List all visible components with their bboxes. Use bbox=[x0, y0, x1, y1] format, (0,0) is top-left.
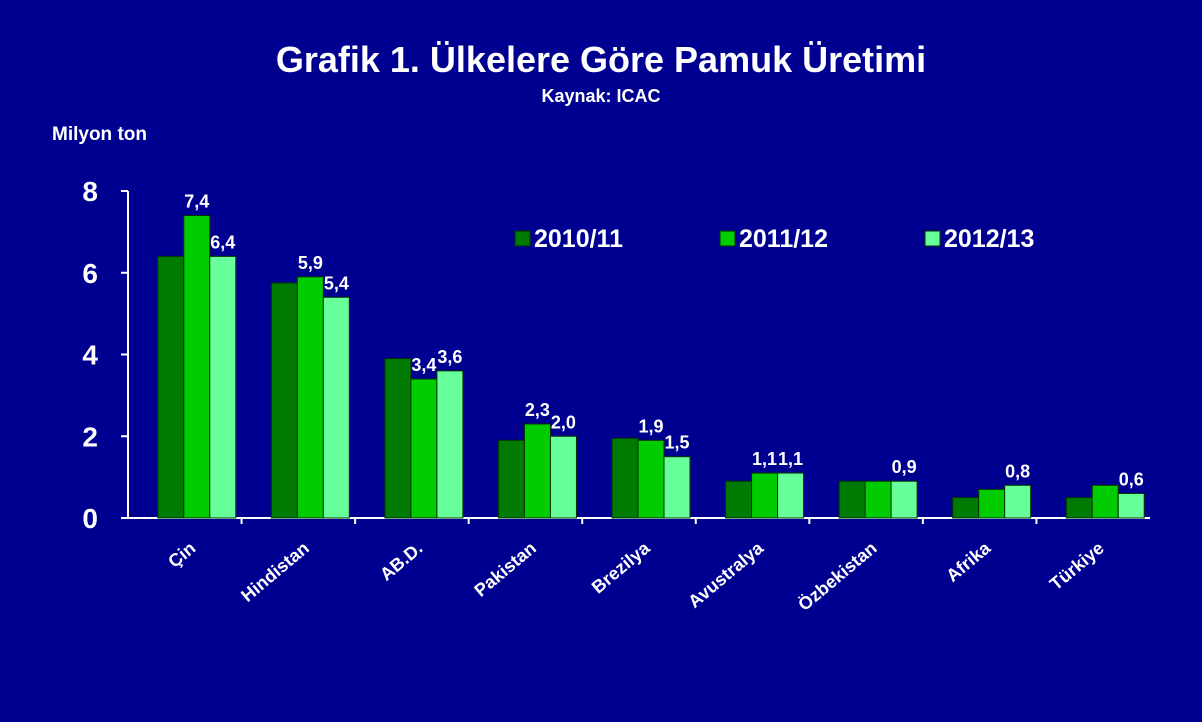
legend-label: 2012/13 bbox=[944, 225, 1034, 253]
legend-label: 2010/11 bbox=[534, 225, 623, 253]
bar bbox=[157, 255, 185, 519]
bar bbox=[952, 497, 980, 519]
bar bbox=[864, 480, 892, 519]
bar bbox=[270, 282, 298, 519]
data-label: 1,9 bbox=[638, 416, 663, 436]
y-tick-label: 0 bbox=[82, 503, 98, 534]
data-label: 1,1 bbox=[752, 449, 777, 469]
bar bbox=[183, 215, 211, 519]
bar bbox=[978, 488, 1006, 519]
bar bbox=[611, 437, 639, 519]
bar bbox=[209, 255, 237, 519]
y-tick-label: 2 bbox=[82, 421, 98, 452]
bar bbox=[436, 370, 464, 519]
bar bbox=[549, 435, 577, 519]
data-label: 3,6 bbox=[437, 347, 462, 367]
bar bbox=[1091, 484, 1119, 519]
bar bbox=[322, 296, 350, 519]
y-axis-label: Milyon ton bbox=[52, 124, 147, 145]
bar bbox=[890, 480, 918, 519]
y-tick-label: 4 bbox=[82, 340, 98, 371]
bar bbox=[1117, 492, 1145, 519]
bar bbox=[523, 423, 551, 519]
y-tick-label: 8 bbox=[82, 176, 98, 207]
bar bbox=[838, 480, 866, 519]
bar bbox=[751, 472, 779, 519]
bar bbox=[725, 480, 753, 519]
data-label: 0,6 bbox=[1119, 469, 1144, 489]
bar bbox=[637, 439, 665, 519]
bar bbox=[1004, 484, 1032, 519]
legend-label: 2011/12 bbox=[739, 225, 828, 253]
data-label: 1,1 bbox=[778, 449, 803, 469]
legend-swatch bbox=[924, 230, 941, 247]
data-label: 7,4 bbox=[184, 192, 209, 212]
bar bbox=[1065, 497, 1093, 519]
data-label: 0,8 bbox=[1005, 461, 1030, 481]
data-label: 2,3 bbox=[525, 400, 550, 420]
bar bbox=[384, 358, 412, 519]
bar bbox=[663, 456, 691, 519]
bar bbox=[777, 472, 805, 519]
data-label: 5,4 bbox=[324, 273, 349, 293]
data-label: 0,9 bbox=[892, 457, 917, 477]
data-label: 1,5 bbox=[664, 433, 689, 453]
bar bbox=[497, 439, 525, 519]
data-label: 2,0 bbox=[551, 412, 576, 432]
data-label: 6,4 bbox=[210, 232, 235, 252]
chart-title: Grafik 1. Ülkelere Göre Pamuk Üretimi bbox=[276, 39, 926, 80]
data-label: 5,9 bbox=[298, 253, 323, 273]
bar bbox=[410, 378, 438, 519]
legend-swatch bbox=[719, 230, 736, 247]
data-label: 3,4 bbox=[411, 355, 436, 375]
y-tick-label: 6 bbox=[82, 258, 98, 289]
chart-subtitle: Kaynak: ICAC bbox=[541, 86, 660, 106]
legend-swatch bbox=[514, 230, 531, 247]
bar bbox=[296, 276, 324, 519]
